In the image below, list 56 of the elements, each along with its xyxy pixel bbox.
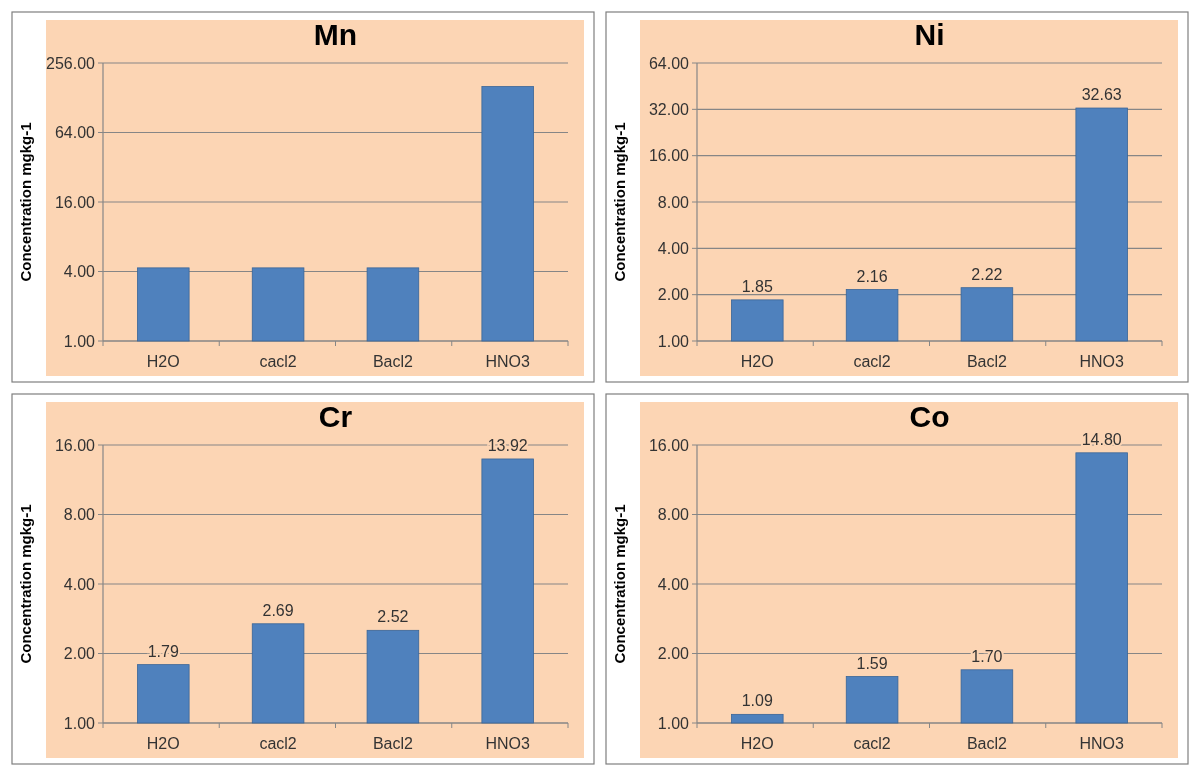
y-tick-label: 8.00 [657, 193, 690, 211]
y-tick-label: 1.00 [63, 332, 96, 350]
data-label: 2.52 [377, 608, 409, 626]
y-tick-label: 16.00 [648, 147, 690, 165]
chart-title: Mn [313, 18, 358, 51]
data-label: 32.63 [1081, 86, 1122, 104]
y-tick-label: 1.00 [657, 332, 690, 350]
y-axis-title: Concentration mgkg-1 [611, 122, 628, 282]
x-tick-label: Bacl2 [372, 735, 414, 752]
y-tick-label: 2.00 [657, 645, 690, 663]
y-tick-label: 16.00 [54, 436, 96, 454]
x-tick-label: HNO3 [485, 735, 531, 752]
chart-title: Cr [318, 400, 353, 433]
data-label: 2.69 [262, 601, 294, 619]
data-label: 13.92 [487, 436, 528, 454]
x-tick-label: Bacl2 [966, 735, 1008, 752]
y-tick-label: 64.00 [54, 124, 96, 142]
y-axis-title: Concentration mgkg-1 [17, 504, 34, 664]
x-tick-label: cacl2 [853, 735, 891, 752]
data-label: 2.16 [856, 267, 888, 285]
y-tick-label: 2.00 [63, 645, 96, 663]
data-label: 1.59 [856, 654, 888, 672]
x-tick-label: HNO3 [485, 353, 531, 370]
x-tick-label: Bacl2 [372, 353, 414, 370]
y-tick-label: 16.00 [54, 193, 96, 211]
x-tick-label: H2O [146, 735, 180, 752]
x-tick-label: Bacl2 [966, 353, 1008, 370]
y-tick-label: 8.00 [657, 506, 690, 524]
y-tick-label: 64.00 [648, 54, 690, 72]
x-tick-label: HNO3 [1079, 735, 1125, 752]
x-tick-label: cacl2 [853, 353, 891, 370]
y-tick-label: 8.00 [63, 506, 96, 524]
y-tick-label: 1.00 [63, 714, 96, 732]
y-tick-label: 4.00 [657, 575, 690, 593]
x-tick-label: H2O [146, 353, 180, 370]
y-tick-label: 32.00 [648, 100, 690, 118]
chart-title: Co [909, 400, 950, 433]
y-axis-title: Concentration mgkg-1 [611, 504, 628, 664]
y-tick-label: 256.00 [46, 54, 96, 72]
y-tick-label: 4.00 [63, 575, 96, 593]
x-tick-label: cacl2 [259, 353, 297, 370]
data-label: 1.85 [741, 277, 773, 295]
y-tick-label: 2.00 [657, 286, 690, 304]
data-label: 14.80 [1081, 430, 1122, 448]
y-tick-label: 4.00 [63, 263, 96, 281]
x-tick-label: H2O [740, 353, 774, 370]
chart-title: Ni [914, 18, 945, 51]
x-tick-label: H2O [740, 735, 774, 752]
data-label: 2.22 [971, 265, 1003, 283]
x-tick-label: cacl2 [259, 735, 297, 752]
y-tick-label: 16.00 [648, 436, 690, 454]
data-label: 1.09 [741, 692, 773, 710]
y-tick-label: 4.00 [657, 239, 690, 257]
y-tick-label: 1.00 [657, 714, 690, 732]
x-tick-label: HNO3 [1079, 353, 1125, 370]
y-axis-title: Concentration mgkg-1 [17, 122, 34, 282]
